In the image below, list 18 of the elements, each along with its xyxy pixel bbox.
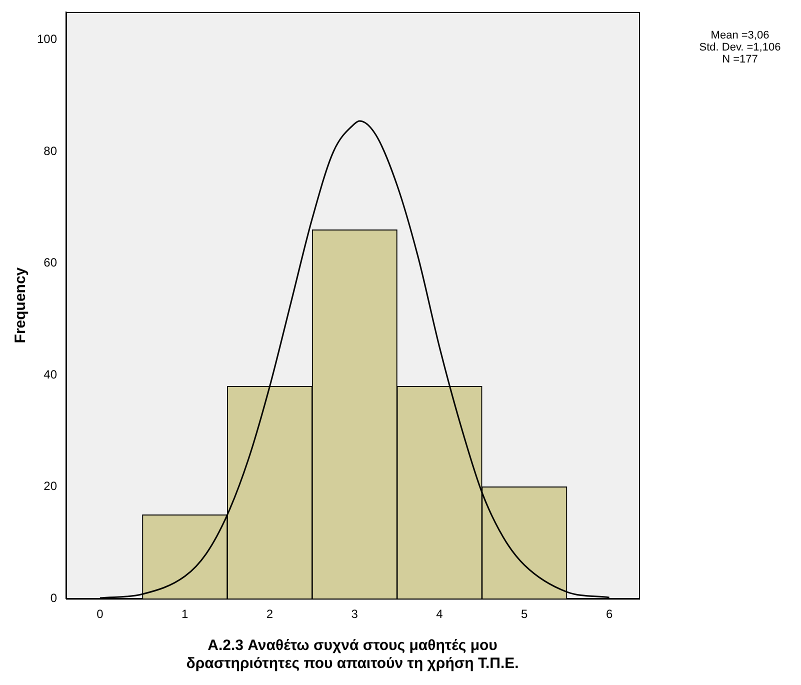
y-axis-title: Frequency [12,266,30,344]
text: N =177 [722,54,758,66]
x-tick-label: 0 [96,607,104,622]
y-tick-label: 40 [44,367,58,382]
text: Mean =3,06 [710,30,770,42]
x-tick-label: 6 [606,607,613,622]
x-tick-label: 1 [182,607,189,622]
y-tick-label: 0 [50,590,58,605]
y-tick-label: 100 [36,32,58,46]
text: Std. Dev. =1,106 [699,42,781,54]
y-tick-label: 60 [44,256,58,270]
x-tick-label: 2 [266,607,274,622]
x-axis-title: A.2.3 Αναθέτω συχνά στους μαθητές μου δραστηριότητες που απαιτούν τη χρήση Τ.Π.Ε. [186,637,519,672]
x-tick-label: 5 [521,607,528,622]
y-tick-label: 20 [44,479,58,494]
y-tick-label: 80 [44,144,58,158]
x-tick-label: 3 [351,607,358,622]
x-tick-label: 4 [436,607,444,622]
